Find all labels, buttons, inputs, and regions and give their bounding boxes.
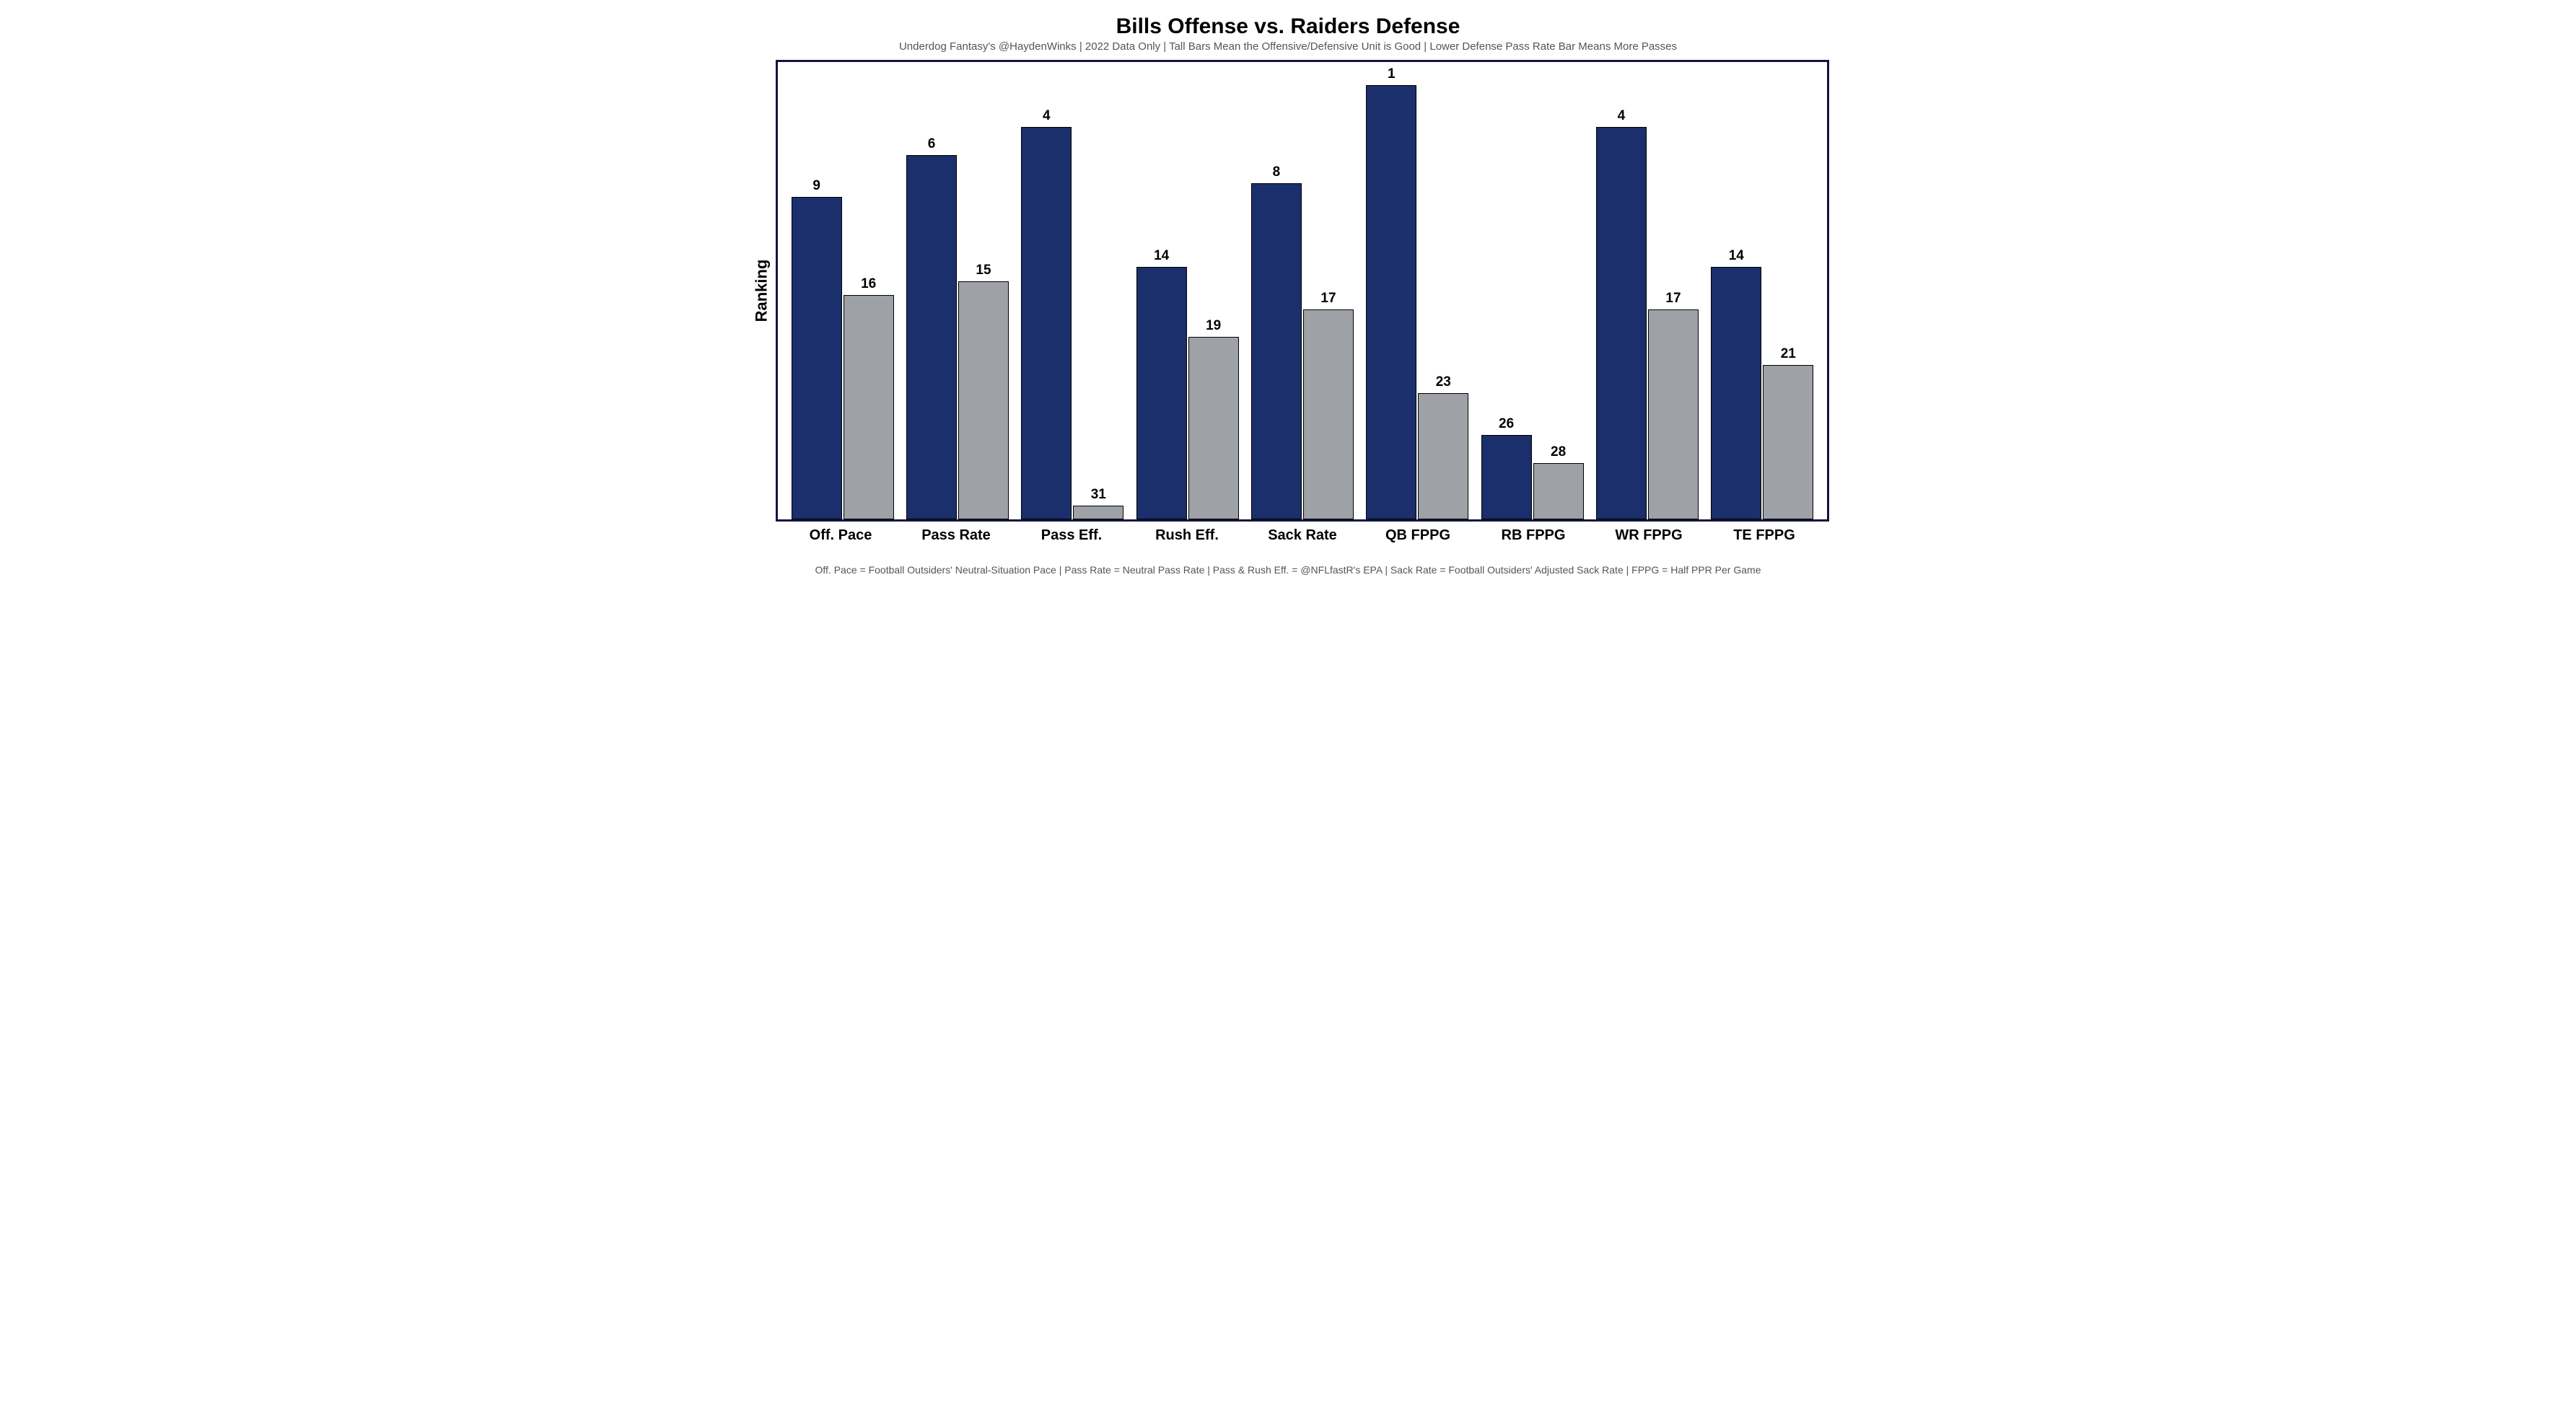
- bar-defense: [844, 295, 894, 519]
- x-axis-label: TE FPPG: [1707, 522, 1822, 544]
- bar-group: 1 23: [1360, 62, 1475, 519]
- bar-value-label: 26: [1499, 416, 1514, 432]
- bar-col-defense: 31: [1073, 62, 1123, 519]
- bar-col-offense: 6: [906, 62, 957, 519]
- bar-value-label: 19: [1206, 318, 1221, 334]
- bar-group: 9 16: [785, 62, 900, 519]
- bar-value-label: 15: [976, 263, 991, 278]
- x-axis-label: WR FPPG: [1591, 522, 1707, 544]
- bar-col-defense: 28: [1533, 62, 1584, 519]
- bar-value-label: 17: [1320, 291, 1336, 307]
- bar-defense: [1418, 393, 1468, 519]
- bar-offense: [1136, 267, 1187, 519]
- bar-offense: [1481, 435, 1532, 519]
- x-axis-label: RB FPPG: [1476, 522, 1591, 544]
- x-axis-label: QB FPPG: [1360, 522, 1476, 544]
- bar-group: 4 31: [1015, 62, 1130, 519]
- bar-defense: [1188, 337, 1239, 519]
- y-axis-label-wrap: Ranking: [747, 60, 776, 522]
- bar-group: 14 21: [1705, 62, 1820, 519]
- bar-value-label: 1: [1388, 66, 1396, 82]
- bar-group: 26 28: [1475, 62, 1590, 519]
- bar-col-defense: 21: [1763, 62, 1813, 519]
- bar-value-label: 23: [1436, 374, 1451, 390]
- chart-title: Bills Offense vs. Raiders Defense: [747, 14, 1829, 39]
- bar-group: 6 15: [900, 62, 1015, 519]
- bar-offense: [1366, 85, 1416, 519]
- bar-offense: [906, 155, 957, 519]
- plot-row: Ranking 9 16 6 15 4 31 14 19 8 17 1 23 26 28 4 17 14 21: [747, 60, 1829, 522]
- x-axis-label: Pass Rate: [898, 522, 1014, 544]
- chart-subtitle: Underdog Fantasy's @HaydenWinks | 2022 D…: [747, 40, 1829, 53]
- bar-defense: [1533, 463, 1584, 519]
- bar-value-label: 8: [1273, 164, 1281, 180]
- bar-col-defense: 16: [844, 62, 894, 519]
- bar-value-label: 14: [1154, 248, 1169, 264]
- bar-col-offense: 1: [1366, 62, 1416, 519]
- bar-col-defense: 15: [958, 62, 1009, 519]
- bar-value-label: 4: [1043, 108, 1051, 124]
- chart-footer: Off. Pace = Football Outsiders' Neutral-…: [747, 564, 1829, 576]
- bar-group: 8 17: [1245, 62, 1359, 519]
- x-axis-label: Rush Eff.: [1129, 522, 1245, 544]
- bar-col-offense: 4: [1021, 62, 1072, 519]
- x-axis-label: Sack Rate: [1245, 522, 1360, 544]
- chart-container: Bills Offense vs. Raiders Defense Underd…: [747, 14, 1829, 576]
- y-axis-label: Ranking: [752, 260, 771, 322]
- bar-col-offense: 26: [1481, 62, 1532, 519]
- bar-col-offense: 4: [1596, 62, 1647, 519]
- bar-offense: [1596, 127, 1647, 519]
- bar-value-label: 31: [1091, 487, 1106, 503]
- bar-col-defense: 23: [1418, 62, 1468, 519]
- bar-value-label: 17: [1665, 291, 1681, 307]
- bar-offense: [792, 197, 842, 519]
- bar-value-label: 9: [812, 178, 820, 194]
- x-axis-label: Off. Pace: [783, 522, 898, 544]
- bar-defense: [1648, 309, 1699, 519]
- bar-value-label: 4: [1618, 108, 1626, 124]
- bar-col-defense: 17: [1303, 62, 1354, 519]
- bar-value-label: 21: [1781, 346, 1796, 362]
- bar-col-defense: 17: [1648, 62, 1699, 519]
- bar-offense: [1711, 267, 1761, 519]
- bar-group: 14 19: [1130, 62, 1245, 519]
- bar-value-label: 6: [928, 136, 936, 152]
- bar-group: 4 17: [1590, 62, 1704, 519]
- bar-value-label: 16: [861, 276, 876, 292]
- x-axis: Off. PacePass RatePass Eff.Rush Eff.Sack…: [776, 522, 1829, 544]
- bar-col-offense: 8: [1251, 62, 1302, 519]
- bar-defense: [1303, 309, 1354, 519]
- x-axis-label: Pass Eff.: [1014, 522, 1129, 544]
- bar-col-offense: 14: [1711, 62, 1761, 519]
- plot-area: 9 16 6 15 4 31 14 19 8 17 1 23 26 28 4 17 14 21: [776, 60, 1829, 522]
- bar-defense: [1763, 365, 1813, 519]
- bar-offense: [1251, 183, 1302, 519]
- bar-defense: [1073, 506, 1123, 519]
- bar-col-offense: 14: [1136, 62, 1187, 519]
- bar-col-defense: 19: [1188, 62, 1239, 519]
- bar-value-label: 14: [1729, 248, 1744, 264]
- bar-offense: [1021, 127, 1072, 519]
- bar-value-label: 28: [1551, 444, 1566, 460]
- bar-col-offense: 9: [792, 62, 842, 519]
- bar-defense: [958, 281, 1009, 519]
